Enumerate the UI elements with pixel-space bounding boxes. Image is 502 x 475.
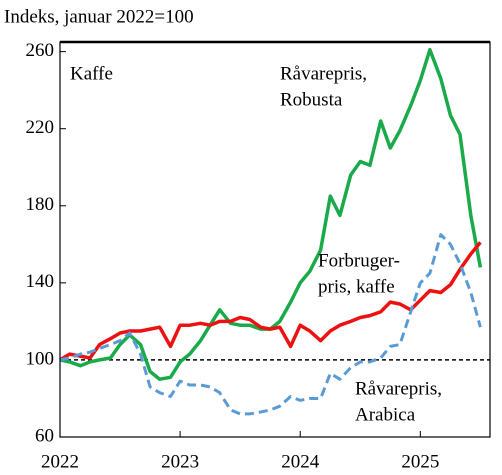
annotation: pris, kaffe xyxy=(318,276,395,297)
series-line xyxy=(59,233,482,416)
annotation: Robusta xyxy=(280,89,343,110)
x-tick-label: 2023 xyxy=(161,451,199,472)
y-tick-label: 260 xyxy=(26,40,55,61)
annotation: Råvarepris, xyxy=(355,378,442,399)
y-tick-label: 180 xyxy=(26,194,55,215)
x-tick-label: 2025 xyxy=(401,451,439,472)
annotation: Råvarepris, xyxy=(280,63,367,84)
x-tick-label: 2022 xyxy=(41,451,79,472)
y-tick-label: 60 xyxy=(35,425,54,446)
annotation: Arabica xyxy=(355,404,416,425)
y-tick-label: 100 xyxy=(26,348,55,369)
x-tick-label: 2024 xyxy=(281,451,320,472)
chart-title: Indeks, januar 2022=100 xyxy=(4,6,194,27)
y-tick-label: 140 xyxy=(26,271,55,292)
annotation: Forbruger- xyxy=(318,250,400,271)
y-tick-label: 220 xyxy=(26,117,55,138)
annotation: Kaffe xyxy=(70,63,113,84)
